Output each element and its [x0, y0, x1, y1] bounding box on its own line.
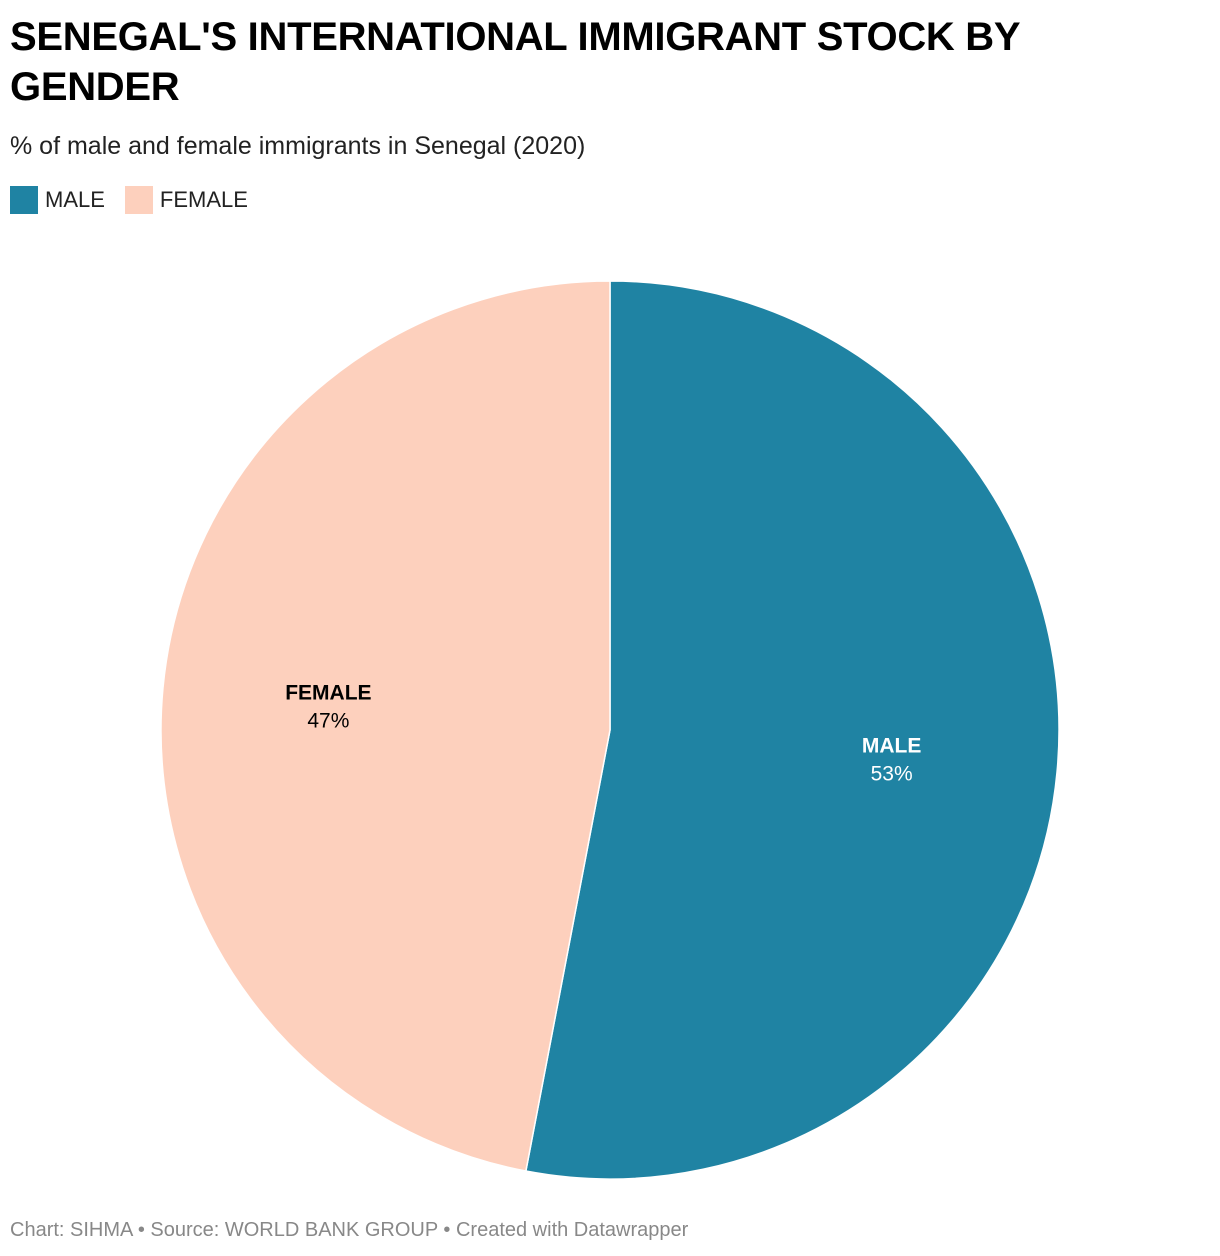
legend-swatch-male	[10, 186, 38, 214]
slice-value-female: 47%	[307, 709, 349, 732]
pie-slice-female	[160, 280, 611, 1172]
legend-item-female: FEMALE	[124, 186, 248, 214]
slice-value-male: 53%	[871, 763, 913, 786]
legend: MALE FEMALE	[10, 186, 268, 214]
chart-title: SENEGAL'S INTERNATIONAL IMMIGRANT STOCK …	[10, 15, 1020, 109]
slice-label-female: FEMALE 47%	[285, 681, 371, 732]
pie-chart: MALE 53% FEMALE 47%	[160, 280, 1060, 1180]
legend-swatch-female	[124, 186, 153, 214]
pie-slice-male	[524, 280, 1060, 1180]
slice-name-male: MALE	[862, 735, 922, 758]
slice-name-female: FEMALE	[285, 681, 371, 704]
legend-label-male: MALE	[45, 187, 105, 212]
chart-footer: Chart: SIHMA • Source: WORLD BANK GROUP …	[10, 1219, 689, 1241]
chart-subtitle: % of male and female immigrants in Seneg…	[10, 132, 586, 160]
slice-label-male: MALE 53%	[862, 735, 922, 786]
legend-item-male: MALE	[10, 186, 105, 214]
legend-label-female: FEMALE	[159, 187, 248, 212]
